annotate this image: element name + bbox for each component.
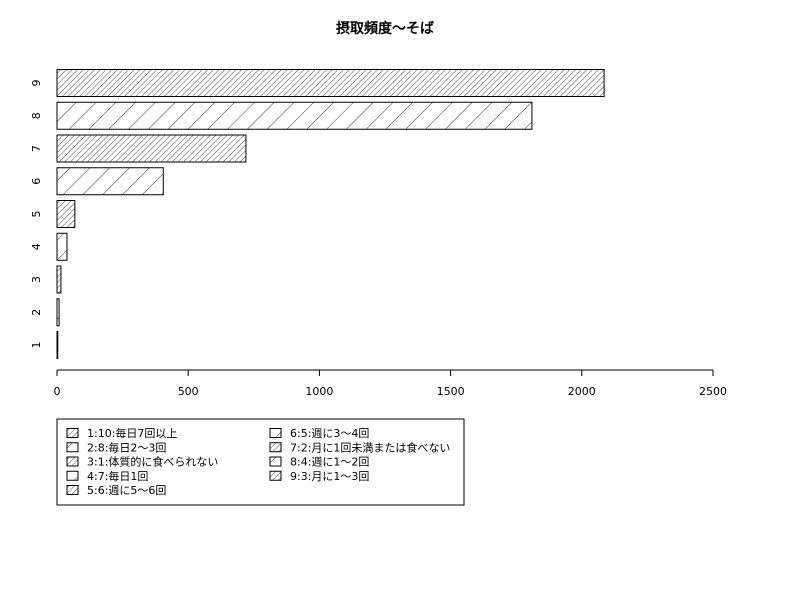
y-tick-label: 4 — [30, 243, 43, 250]
y-tick-label: 6 — [30, 178, 43, 185]
legend-swatch — [66, 485, 79, 495]
legend-label: 8:4:週に1〜2回 — [290, 456, 369, 469]
bar-5 — [56, 200, 76, 228]
legend-label: 2:8:毎日2〜3回 — [87, 441, 166, 454]
bar-7 — [56, 134, 247, 163]
legend-swatch — [66, 470, 79, 481]
legend: 1:10:毎日7回以上2:8:毎日2〜3回3:1:体質的に食べられない4:7:毎… — [56, 418, 465, 506]
legend-swatch — [66, 428, 79, 438]
x-tick-label: 0 — [54, 385, 61, 398]
bar-8 — [56, 101, 533, 130]
x-axis: 0 500 1000 1500 2000 2500 — [54, 369, 727, 398]
legend-swatch — [66, 456, 79, 467]
legend-swatch — [269, 456, 282, 467]
legend-box — [56, 418, 465, 506]
legend-swatch — [269, 442, 282, 453]
y-tick-label: 2 — [30, 309, 43, 316]
bar-3 — [56, 265, 62, 294]
legend-label: 3:1:体質的に食べられない — [87, 455, 218, 469]
bar-6 — [56, 167, 164, 196]
bar-2 — [56, 298, 60, 327]
y-tick-label: 5 — [30, 211, 43, 218]
y-tick-label: 8 — [30, 112, 43, 119]
chart-title: 摂取頻度〜そば — [336, 20, 434, 37]
y-tick-label: 7 — [30, 145, 43, 152]
y-tick-label: 1 — [30, 342, 43, 349]
x-tick-label: 1000 — [305, 385, 333, 398]
bars — [56, 69, 605, 359]
legend-label: 7:2:月に1回未満または食べない — [290, 440, 450, 454]
y-axis: 1 2 3 4 5 6 7 8 9 — [30, 80, 43, 349]
y-tick-label: 9 — [30, 80, 43, 87]
x-tick-label: 2500 — [699, 385, 727, 398]
legend-label: 1:10:毎日7回以上 — [87, 427, 177, 440]
legend-swatch — [269, 428, 282, 438]
y-tick-label: 3 — [30, 276, 43, 283]
legend-label: 9:3:月に1〜3回 — [290, 470, 369, 483]
x-tick-label: 500 — [178, 385, 199, 398]
legend-label: 6:5:週に3〜4回 — [290, 427, 369, 440]
legend-swatch — [269, 470, 282, 481]
x-tick-label: 2000 — [568, 385, 596, 398]
bar-1 — [56, 331, 59, 359]
legend-label: 5:6:週に5〜6回 — [87, 484, 166, 497]
bar-4 — [56, 232, 68, 261]
legend-swatch — [66, 442, 79, 453]
legend-label: 4:7:毎日1回 — [87, 470, 148, 483]
x-tick-label: 1500 — [437, 385, 465, 398]
bar-9 — [56, 69, 605, 97]
